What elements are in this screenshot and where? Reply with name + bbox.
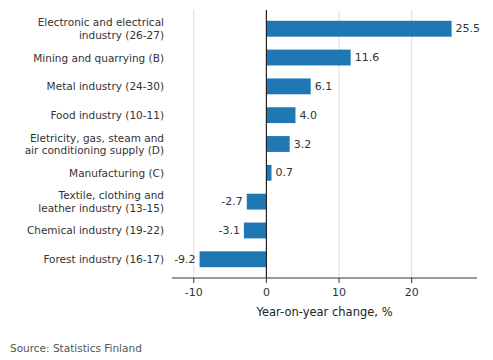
category-label: Electronic and electricalindustry (26-27… bbox=[38, 16, 164, 41]
bar bbox=[266, 78, 310, 94]
annotation: Source: Statistics Finland bbox=[10, 342, 142, 354]
data-label: 3.2 bbox=[294, 138, 312, 151]
bar bbox=[266, 136, 289, 152]
category-label: Forest industry (16-17) bbox=[43, 253, 164, 265]
grid bbox=[194, 10, 412, 278]
chart-container: -9.2 -3.1 -2.7 0.7 3.2 4.0 6.1 11.6 25.5 Forest i… bbox=[0, 0, 493, 360]
x-axis: -10 0 10 20 bbox=[172, 278, 477, 299]
bar bbox=[266, 107, 295, 123]
category-label: Food industry (10-11) bbox=[50, 109, 164, 121]
bar bbox=[200, 251, 267, 267]
data-label: -2.7 bbox=[221, 195, 242, 208]
bar bbox=[247, 194, 267, 210]
category-label: Manufacturing (C) bbox=[69, 167, 164, 179]
zero-line bbox=[266, 10, 267, 278]
tick-label: 0 bbox=[263, 286, 270, 299]
data-label: 0.7 bbox=[275, 166, 293, 179]
bar bbox=[244, 223, 267, 239]
tick bbox=[266, 278, 267, 283]
data-label: 4.0 bbox=[299, 109, 317, 122]
grid-line bbox=[193, 10, 194, 278]
category-label: Eletricity, gas, steam andair conditioni… bbox=[25, 132, 164, 157]
data-label: -3.1 bbox=[218, 224, 239, 237]
grid-line bbox=[411, 10, 412, 278]
bars bbox=[200, 21, 452, 267]
category-label: Textile, clothing andleather industry (1… bbox=[38, 189, 164, 214]
y-axis: Forest industry (16-17) Chemical industry… bbox=[25, 16, 164, 265]
data-labels: -9.2 -3.1 -2.7 0.7 3.2 4.0 6.1 11.6 25.5 bbox=[174, 22, 480, 266]
tick bbox=[193, 278, 194, 283]
axis-line bbox=[172, 278, 477, 279]
chart: -9.2 -3.1 -2.7 0.7 3.2 4.0 6.1 11.6 25.5 Forest i… bbox=[0, 0, 493, 360]
category-label: Mining and quarrying (B) bbox=[33, 52, 164, 64]
data-label: -9.2 bbox=[174, 253, 195, 266]
tick-label: 20 bbox=[405, 286, 419, 299]
data-label: 6.1 bbox=[315, 80, 333, 93]
bar bbox=[266, 50, 350, 66]
bar bbox=[266, 165, 271, 181]
category-label: Metal industry (24-30) bbox=[47, 80, 164, 92]
tick bbox=[411, 278, 412, 283]
data-label: 11.6 bbox=[355, 51, 380, 64]
tick-label: -10 bbox=[185, 286, 203, 299]
tick-label: 10 bbox=[332, 286, 346, 299]
data-label: 25.5 bbox=[456, 22, 481, 35]
bar bbox=[266, 21, 451, 37]
category-label: Chemical industry (19-22) bbox=[27, 224, 164, 236]
x-axis-label: Year-on-year change, % bbox=[255, 305, 392, 319]
tick bbox=[339, 278, 340, 283]
